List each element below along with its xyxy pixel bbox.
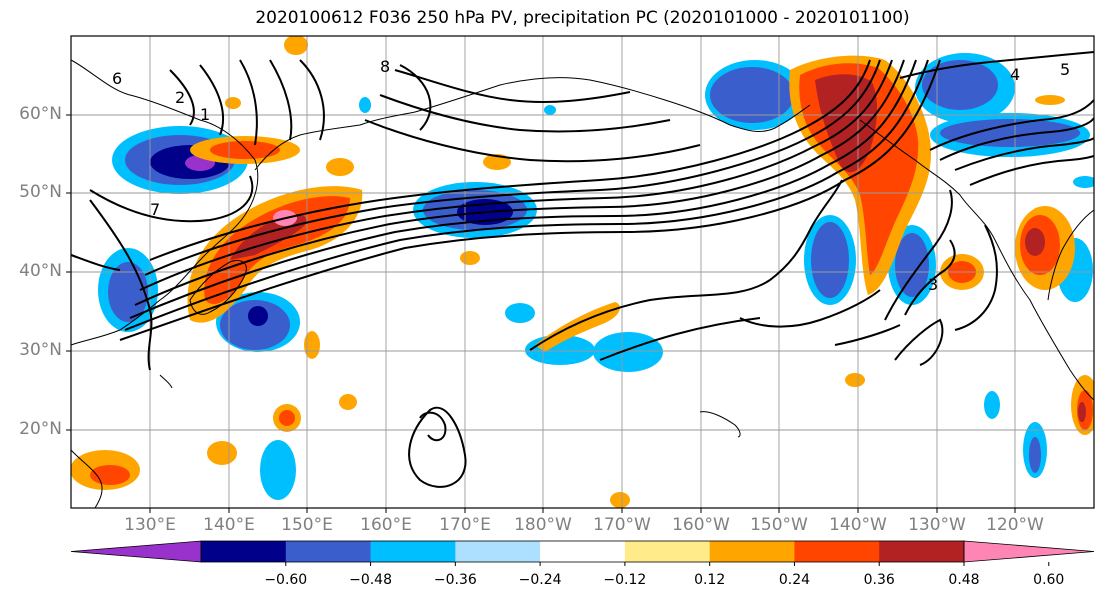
lat-label-40n: 40°N [19,261,62,281]
lat-label-50n: 50°N [19,182,62,202]
graticule [71,36,1094,508]
contour-labels: 1 2 3 4 5 6 7 8 [112,57,1070,294]
lon-label-160e: 160°E [360,515,412,535]
colorbar-tick-label: 0.36 [863,572,895,588]
colorbar-segment [285,541,372,562]
colorbar-tick-label: −0.48 [349,572,392,588]
lon-label-130e: 130°E [124,515,176,535]
colorbar-tick-label: −0.60 [264,572,308,588]
contour-label: 1 [200,105,210,124]
contour-label: 3 [928,275,938,294]
lon-label-170e: 170°E [439,515,491,535]
colorbar-outline [200,540,965,563]
lat-label-30n: 30°N [19,340,62,360]
colorbar-segment [201,541,287,562]
colorbar-segment [709,541,795,562]
lon-label-160w: 160°W [672,515,730,535]
colorbar-tick-label: 0.60 [1033,572,1065,588]
colorbar-tick-label: −0.24 [518,572,562,588]
colorbar-tick-label: −0.12 [603,572,647,588]
lon-label-180w: 180°W [514,515,572,535]
colorbar-segment [794,541,880,562]
contour-label: 7 [150,200,160,219]
colorbar-segment [879,541,965,562]
map-title: 2020100612 F036 250 hPa PV, precipitatio… [255,8,910,28]
colorbar-segment [540,541,626,562]
colorbar-segments [70,540,1095,566]
colorbar-segment [624,541,711,562]
lon-label-120w: 120°W [986,515,1044,535]
contour-label: 8 [380,57,390,76]
negative-anomaly-region-alaska [705,53,1090,157]
contour-label: 2 [175,88,185,107]
colorbar-segment [370,541,456,562]
lat-label-20n: 20°N [19,419,62,439]
lon-label-140e: 140°E [203,515,255,535]
lon-label-140w: 140°W [829,515,887,535]
coastlines [71,59,1094,508]
colorbar-tick-label: 0.48 [948,572,980,588]
lon-label-150e: 150°E [281,515,333,535]
contour-label: 5 [1060,60,1070,79]
colorbar-tick-label: −0.36 [433,572,477,588]
colorbar-tick-label: 0.24 [778,572,811,588]
lat-label-60n: 60°N [19,104,62,124]
colorbar-extension-high [963,540,1095,563]
negative-anomaly-region-japan [98,248,300,352]
lon-label-170w: 170°W [593,515,651,535]
colorbar-segment [455,541,541,562]
axis-ticks [66,114,1016,513]
colorbar-extension-low [70,540,202,563]
pv-contours [71,51,1094,488]
colorbar-tick-label: 0.12 [694,572,726,588]
lon-label-130w: 130°W [908,515,966,535]
contour-label: 4 [1010,65,1020,84]
contour-label: 6 [112,69,122,88]
lon-label-150w: 150°W [750,515,808,535]
